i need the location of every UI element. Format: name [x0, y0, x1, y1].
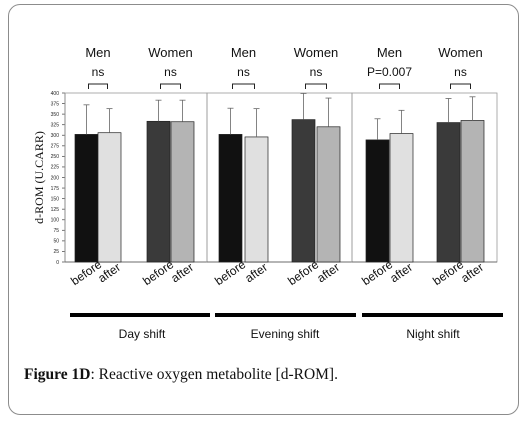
- significance-label: ns: [92, 65, 105, 79]
- y-tick-label: 0: [56, 260, 59, 266]
- y-tick-label: 125: [51, 207, 60, 213]
- bar: [244, 136, 269, 263]
- sex-group-label: Women: [294, 45, 339, 60]
- shift-label: Night shift: [406, 327, 460, 341]
- y-tick-label: 325: [51, 122, 60, 128]
- bar: [389, 133, 414, 263]
- significance-label: ns: [164, 65, 177, 79]
- y-tick-label: 100: [51, 218, 60, 224]
- sex-group-label: Men: [377, 45, 402, 60]
- shift-bar: [215, 313, 356, 317]
- sex-group-label: Men: [231, 45, 256, 60]
- significance-bracket: [305, 83, 327, 89]
- bar: [365, 139, 390, 263]
- figure-caption: Figure 1D: Reactive oxygen metabolite [d…: [24, 366, 338, 384]
- y-tick-label: 350: [51, 112, 60, 118]
- sex-group-label: Women: [148, 45, 193, 60]
- bar: [218, 134, 243, 263]
- y-tick-label: 225: [51, 165, 60, 171]
- y-tick-label: 75: [53, 228, 59, 234]
- bar: [146, 120, 171, 263]
- y-tick-label: 400: [51, 91, 60, 97]
- y-tick-label: 275: [51, 144, 60, 150]
- shift-label: Evening shift: [251, 327, 320, 341]
- shift-label: Day shift: [119, 327, 166, 341]
- y-tick-label: 200: [51, 175, 60, 181]
- y-tick-label: 50: [53, 239, 59, 245]
- significance-bracket: [232, 83, 255, 89]
- significance-label: P=0.007: [367, 65, 412, 79]
- bar: [291, 119, 316, 263]
- caption-text: : Reactive oxygen metabolite [d-ROM].: [90, 366, 338, 383]
- y-tick-label: 150: [51, 196, 60, 202]
- significance-bracket: [88, 83, 108, 89]
- x-category-label: after: [314, 260, 342, 285]
- significance-bracket: [160, 83, 181, 89]
- y-tick-label: 250: [51, 154, 60, 160]
- bar: [74, 134, 99, 263]
- significance-label: ns: [454, 65, 467, 79]
- y-tick-label: 25: [53, 249, 59, 255]
- significance-bracket: [379, 83, 400, 89]
- bar: [170, 121, 195, 263]
- bar: [436, 122, 461, 263]
- sex-group-label: Men: [85, 45, 110, 60]
- significance-bracket: [450, 83, 471, 89]
- significance-label: ns: [310, 65, 323, 79]
- sex-group-label: Women: [438, 45, 483, 60]
- shift-bar: [362, 313, 503, 317]
- y-tick-label: 375: [51, 101, 60, 107]
- y-tick-label: 175: [51, 186, 60, 192]
- y-tick-label: 300: [51, 133, 60, 139]
- shift-bar: [70, 313, 210, 317]
- x-category-label: after: [242, 260, 270, 285]
- bar: [316, 126, 341, 263]
- y-axis-title: d-ROM (U.CARR): [32, 131, 46, 224]
- bar: [97, 132, 122, 263]
- caption-label: Figure 1D: [24, 366, 91, 383]
- bar: [460, 120, 485, 263]
- significance-label: ns: [237, 65, 250, 79]
